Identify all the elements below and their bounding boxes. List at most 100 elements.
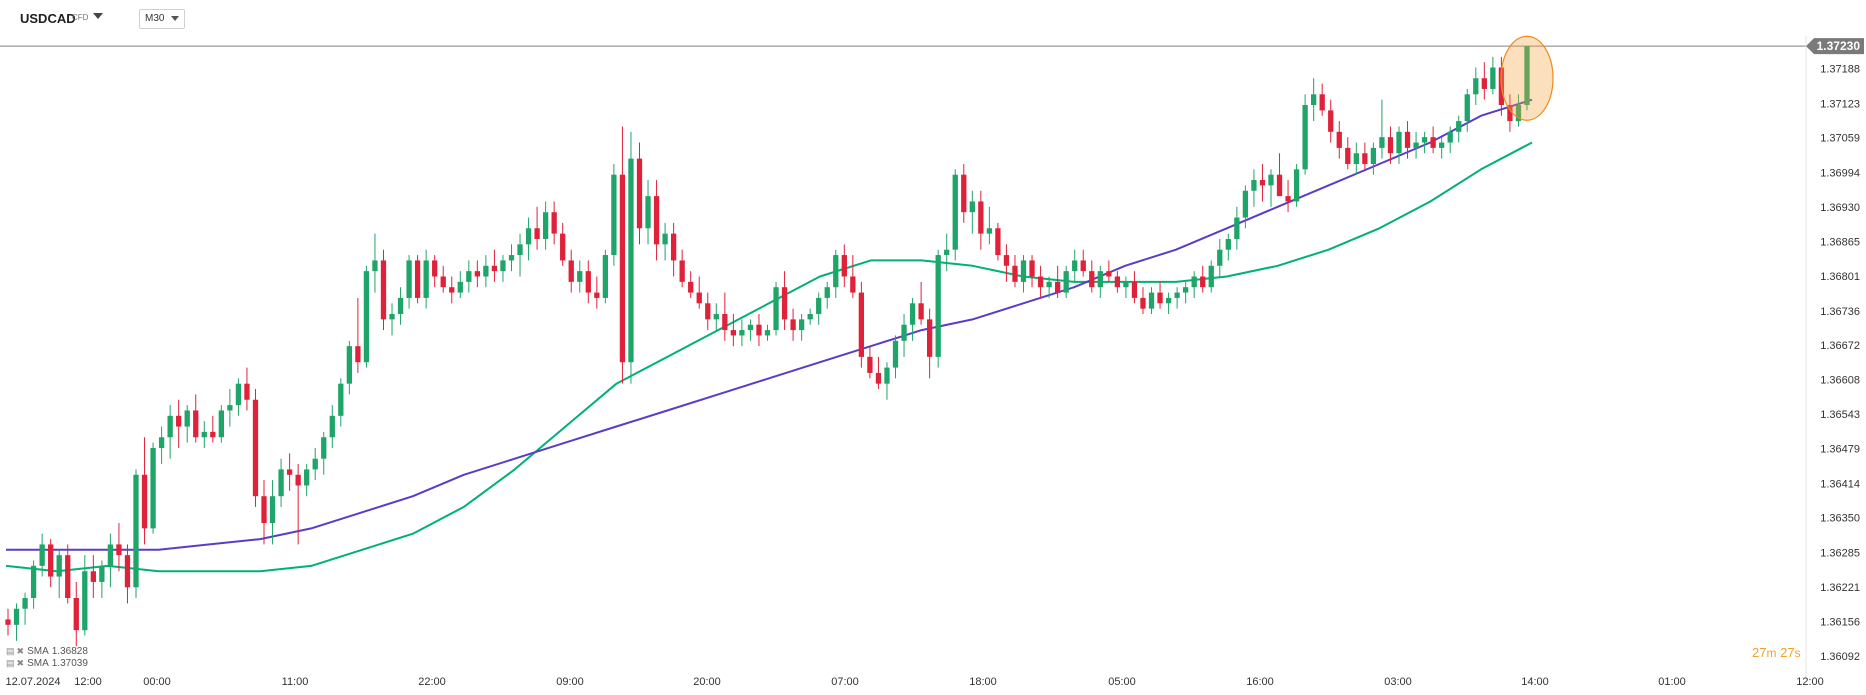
y-tick-label: 1.36672 (1820, 340, 1860, 352)
candle-body (773, 287, 779, 331)
candle (48, 539, 54, 588)
candle-body (1055, 281, 1061, 293)
candle (944, 233, 950, 272)
candle-body (577, 271, 583, 282)
y-tick-label: 1.36930 (1820, 202, 1860, 214)
candle-body (363, 271, 370, 363)
candle (1413, 131, 1419, 159)
candle (722, 292, 728, 341)
candle-body (150, 447, 156, 529)
timeframe-value: M30 (145, 13, 165, 24)
candle (73, 581, 79, 647)
y-tick-label: 1.36221 (1820, 582, 1860, 594)
candle-body (1311, 94, 1317, 106)
candle (449, 276, 455, 304)
candle-body (560, 233, 566, 261)
candle (1473, 67, 1479, 106)
candle-body (1268, 174, 1274, 186)
x-tick-label: 09:00 (556, 676, 584, 688)
candle (1165, 292, 1172, 315)
y-tick-label: 1.36608 (1820, 374, 1860, 386)
candle (218, 405, 224, 443)
candle-body (432, 260, 438, 277)
symbol-name[interactable]: USDCAD (20, 11, 76, 26)
candle (329, 405, 335, 448)
symbol-dropdown-icon[interactable] (93, 13, 103, 19)
candle-body (1464, 94, 1470, 122)
instrument-type-label: CFD (72, 13, 89, 22)
timeframe-select[interactable]: M30 (139, 9, 185, 29)
candle-body (261, 496, 267, 523)
candle-body (1276, 174, 1283, 197)
y-tick-label: 1.36285 (1820, 547, 1860, 559)
candle (397, 287, 404, 325)
candle-body (833, 255, 839, 288)
chevron-down-icon (171, 16, 179, 21)
candle-body (747, 324, 754, 331)
candle (568, 249, 574, 293)
candle-body (961, 174, 967, 213)
candle (483, 255, 489, 288)
indicator-row[interactable]: ▤ ✖ SMA 1.37039 (6, 657, 88, 669)
candle (167, 405, 173, 459)
candle-body (295, 474, 301, 486)
candle-body (1387, 137, 1394, 154)
x-tick-label: 00:00 (143, 676, 171, 688)
candle (1439, 137, 1445, 159)
candle-body (1106, 271, 1112, 277)
candle-body (739, 330, 745, 336)
candle-body (841, 255, 847, 277)
candle-body (1524, 46, 1530, 106)
candle-body (1336, 131, 1342, 148)
candle-body (304, 469, 310, 486)
x-tick-label: 22:00 (418, 676, 446, 688)
candle-body (167, 415, 173, 438)
candle-body (858, 292, 865, 357)
candle-body (1404, 131, 1411, 148)
indicator-value: 1.37039 (51, 657, 88, 669)
candle (1200, 265, 1206, 293)
candle (841, 244, 847, 288)
candle (525, 217, 532, 261)
candle-body (141, 474, 148, 529)
candle (286, 453, 293, 491)
candle (1293, 163, 1300, 207)
close-icon[interactable]: ✖ (16, 657, 25, 668)
settings-icon[interactable]: ▤ (6, 645, 15, 656)
candle-body (1183, 287, 1189, 293)
candle-body (1012, 265, 1018, 282)
y-tick-label: 1.36092 (1820, 651, 1860, 663)
candle-body (1217, 249, 1223, 266)
candle (1183, 281, 1189, 304)
candle-body (585, 271, 591, 293)
candle-body (1242, 190, 1249, 218)
y-tick-label: 1.37188 (1820, 64, 1860, 76)
countdown-seconds: 27 (1780, 645, 1795, 660)
candle (423, 249, 429, 309)
candle (432, 255, 438, 288)
candle (1268, 169, 1274, 207)
candle-body (449, 287, 455, 293)
candle (1379, 99, 1385, 159)
candle-body (235, 383, 242, 406)
candle (1106, 260, 1112, 282)
candle (909, 297, 916, 341)
sma-lines (5, 98, 1533, 573)
candle (636, 142, 643, 245)
candle (1072, 249, 1078, 282)
candle (670, 222, 677, 277)
candle (816, 292, 822, 325)
indicator-row[interactable]: ▤ ✖ SMA 1.36828 (6, 645, 88, 657)
candle-body (1046, 281, 1052, 288)
candle-body (1200, 276, 1206, 288)
settings-icon[interactable]: ▤ (6, 657, 15, 668)
candle (628, 131, 634, 384)
candle (1421, 131, 1428, 154)
y-tick-label: 1.36350 (1820, 513, 1860, 525)
candle-body (670, 233, 677, 261)
candle (372, 233, 378, 293)
candle (1387, 126, 1394, 164)
close-icon[interactable]: ✖ (16, 645, 25, 656)
candle (969, 190, 975, 234)
